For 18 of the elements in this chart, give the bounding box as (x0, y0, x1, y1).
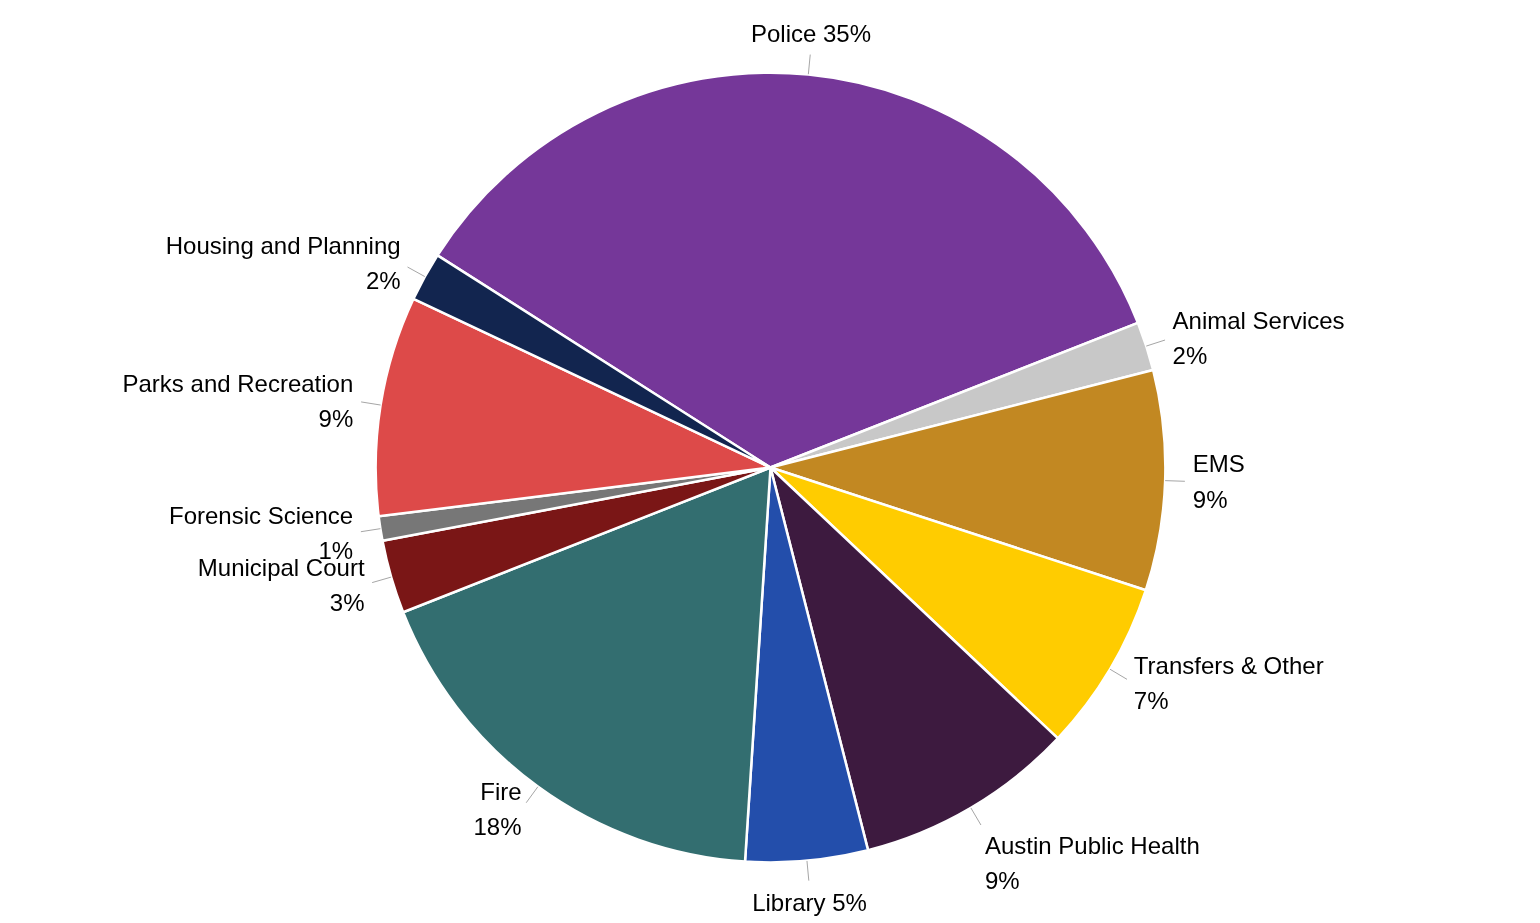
data-label: 7% (1133, 687, 1169, 715)
slice-label: Library 5% (752, 888, 867, 916)
data-label: 2% (365, 267, 401, 295)
slice-label: Austin Public Health (984, 831, 1200, 859)
slice-label: Housing and Planning (165, 232, 401, 260)
slice-label: Police 35% (750, 19, 872, 47)
slice-label: Forensic Science (169, 501, 354, 529)
data-label: 9% (984, 866, 1020, 894)
slice-label: EMS (1192, 450, 1245, 478)
data-label: 9% (1192, 485, 1228, 513)
slice-label: Animal Services (1172, 306, 1345, 334)
data-label: 3% (329, 588, 365, 616)
slice-label: Parks and Recreation (122, 369, 354, 397)
slice-label: Transfers & Other (1133, 652, 1324, 680)
slice-label: Fire (480, 778, 522, 806)
data-label: 2% (1172, 341, 1208, 369)
data-label: 18% (473, 813, 522, 841)
data-label: 9% (318, 404, 354, 432)
